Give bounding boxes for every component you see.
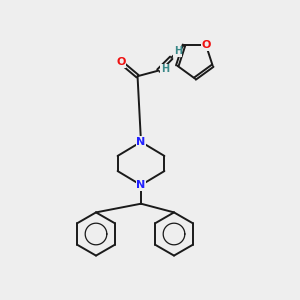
Text: N: N: [136, 137, 146, 147]
Text: H: H: [161, 64, 169, 74]
Text: N: N: [136, 180, 146, 190]
Text: O: O: [116, 57, 126, 67]
Text: H: H: [174, 46, 182, 56]
Text: O: O: [201, 40, 211, 50]
